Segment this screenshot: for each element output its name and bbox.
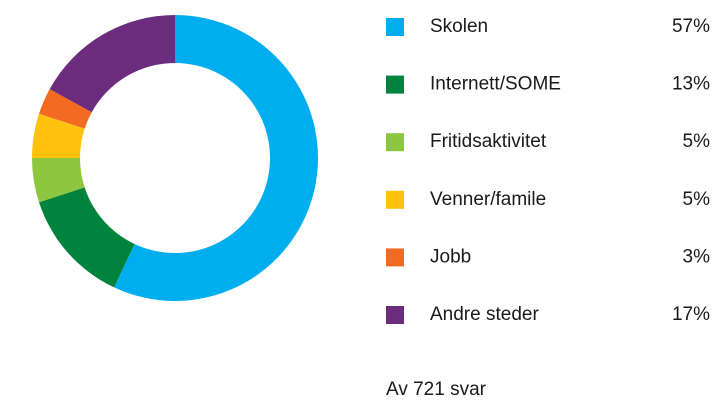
legend-label: Venner/famile xyxy=(430,189,546,210)
legend-label: Jobb xyxy=(430,246,471,267)
legend-label: Internett/SOME xyxy=(430,74,561,95)
donut-slice xyxy=(38,187,135,288)
value-label: 5% xyxy=(683,131,711,152)
value-label: 17% xyxy=(672,304,710,325)
donut-slice xyxy=(49,15,176,113)
value-label: 5% xyxy=(683,189,711,210)
note: Av 721 svar xyxy=(386,379,487,400)
value-label: 3% xyxy=(683,246,711,267)
legend-swatch xyxy=(386,75,404,94)
value-label: 13% xyxy=(672,74,710,95)
value-label: 57% xyxy=(672,16,710,37)
legend-label: Andre steder xyxy=(430,304,539,325)
legend-swatch xyxy=(386,190,404,209)
legend-swatch xyxy=(386,248,404,267)
donut-slice xyxy=(38,89,92,129)
legend-label: Skolen xyxy=(430,16,488,37)
donut-slice xyxy=(32,158,85,203)
legend-swatch xyxy=(386,133,404,152)
legend-swatch xyxy=(386,18,404,36)
donut-slice xyxy=(114,15,319,301)
donut-slice xyxy=(32,113,85,158)
legend-swatch xyxy=(386,306,404,324)
legend-label: Fritidsaktivitet xyxy=(430,131,547,152)
